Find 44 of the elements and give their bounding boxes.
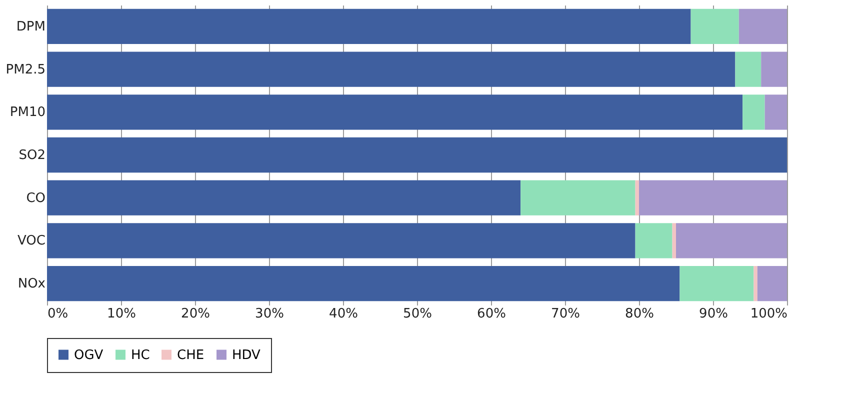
x-tick-label: 30%	[255, 306, 284, 322]
bar	[47, 180, 521, 216]
y-tick-label: VOC	[18, 234, 46, 249]
y-tick-label: DPM	[16, 19, 46, 34]
bar	[676, 223, 787, 258]
y-tick-label: CO	[26, 190, 46, 206]
legend-label: HC	[131, 348, 150, 363]
bar	[47, 137, 787, 173]
bar	[635, 180, 639, 216]
x-tick-label: 100%	[750, 306, 788, 322]
bar	[672, 223, 676, 258]
bar	[47, 223, 636, 258]
bar	[738, 8, 787, 44]
bar	[680, 266, 754, 302]
legend-label: CHE	[177, 348, 204, 363]
y-tick-label: SO2	[18, 148, 46, 163]
bar	[742, 94, 765, 130]
y-tick-label: PM2.5	[6, 62, 46, 78]
bar	[639, 180, 787, 216]
bar	[47, 94, 743, 130]
x-tick-label: 40%	[329, 306, 358, 322]
x-tick-label: 60%	[477, 306, 506, 322]
bar	[47, 8, 691, 44]
x-tick-label: 20%	[181, 306, 210, 322]
bar	[635, 223, 672, 258]
bar	[757, 266, 787, 302]
bar	[764, 94, 787, 130]
legend-label: HDV	[232, 348, 261, 363]
x-tick-label: 50%	[403, 306, 432, 322]
bar	[47, 266, 680, 302]
bar	[690, 8, 739, 44]
bar	[761, 52, 787, 87]
x-tick-label: 90%	[699, 306, 728, 322]
x-tick-label: 10%	[107, 306, 136, 322]
legend-label: OGV	[74, 348, 104, 363]
x-tick-label: 0%	[48, 306, 68, 322]
y-tick-label: PM10	[10, 105, 46, 120]
x-tick-label: 80%	[625, 306, 654, 322]
y-tick-label: NOx	[18, 276, 46, 292]
x-tick-label: 70%	[551, 306, 580, 322]
bar	[520, 180, 636, 216]
bar	[735, 52, 762, 87]
bar	[47, 52, 736, 87]
bar	[754, 266, 758, 302]
